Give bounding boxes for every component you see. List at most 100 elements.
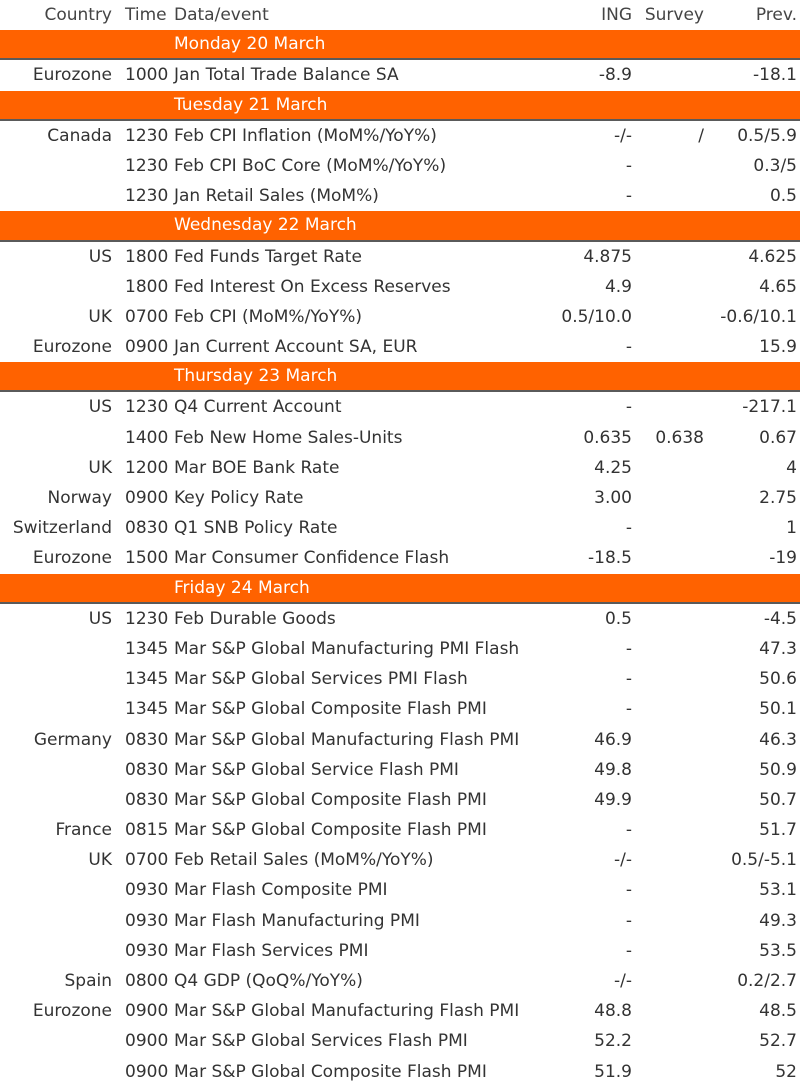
header-country: Country [44, 5, 112, 25]
event-cell: Feb CPI BoC Core (MoM%/YoY%) [174, 155, 447, 176]
ing-forecast-cell: 49.8 [594, 759, 632, 780]
previous-cell: 0.2/2.7 [737, 971, 797, 991]
time-cell: 1500 [125, 548, 169, 569]
previous-cell: 4.625 [748, 246, 797, 267]
table-row: 0930 Mar Flash Composite PMI - 53.1 [0, 875, 800, 905]
table-row: 0830 Mar S&P Global Service Flash PMI 49.8… [0, 755, 800, 785]
table-body: Monday 20 March Eurozone 1000 Jan Total Tra… [0, 30, 800, 1087]
header-survey: Survey [644, 5, 704, 25]
event-cell: Jan Retail Sales (MoM%) [174, 186, 379, 207]
day-label: Wednesday 22 March [174, 215, 357, 236]
previous-cell: 53.5 [759, 940, 797, 961]
time-cell: 0700 [125, 306, 169, 327]
previous-cell: 49.3 [759, 910, 797, 931]
event-cell: Fed Interest On Excess Reserves [174, 276, 451, 297]
day-label: Thursday 23 March [174, 366, 338, 387]
event-cell: Mar Consumer Confidence Flash [174, 548, 450, 569]
country-cell: US [88, 608, 112, 629]
time-cell: 0815 [125, 820, 169, 841]
ing-forecast-cell: - [625, 669, 632, 690]
event-cell: Mar S&P Global Service Flash PMI [174, 759, 459, 780]
time-cell: 0900 [125, 1031, 169, 1052]
previous-cell: 0.3/5 [753, 155, 797, 176]
previous-cell: 4 [786, 457, 797, 478]
event-cell: Mar Flash Services PMI [174, 940, 369, 961]
table-row: Eurozone 1000 Jan Total Trade Balance SA -8… [0, 60, 800, 90]
country-cell: Eurozone [32, 1001, 112, 1022]
ing-forecast-cell: 0.5 [604, 608, 632, 629]
table-row: US 1230 Q4 Current Account - -217.1 [0, 392, 800, 422]
event-cell: Mar Flash Composite PMI [174, 880, 388, 901]
event-cell: Mar S&P Global Manufacturing Flash PMI [174, 1001, 520, 1022]
previous-cell: 1 [786, 518, 797, 539]
event-cell: Mar S&P Global Composite Flash PMI [174, 1061, 487, 1082]
previous-cell: -18.1 [753, 65, 797, 86]
previous-cell: 50.1 [759, 699, 797, 720]
header-time: Time [125, 5, 167, 25]
previous-cell: 2.75 [759, 488, 797, 508]
time-cell: 0900 [125, 337, 169, 358]
previous-cell: 4.65 [759, 276, 797, 297]
previous-cell: 52.7 [759, 1031, 797, 1052]
event-cell: Key Policy Rate [174, 488, 304, 508]
event-cell: Mar Flash Manufacturing PMI [174, 910, 420, 931]
header-ing: ING [601, 5, 632, 25]
previous-cell: 0.5/-5.1 [731, 850, 797, 871]
table-row: Spain 0800 Q4 GDP (QoQ%/YoY%) -/- 0.2/2.7 [0, 966, 800, 996]
table-row: 1230 Feb CPI BoC Core (MoM%/YoY%) - 0.3/5 [0, 151, 800, 181]
time-cell: 0700 [125, 850, 169, 871]
time-cell: 1230 [125, 125, 169, 146]
event-cell: Q1 SNB Policy Rate [174, 518, 338, 539]
time-cell: 0900 [125, 488, 169, 508]
event-cell: Mar S&P Global Manufacturing Flash PMI [174, 729, 520, 750]
event-cell: Feb New Home Sales-Units [174, 427, 403, 448]
ing-forecast-cell: -18.5 [588, 548, 632, 569]
ing-forecast-cell: - [625, 638, 632, 659]
time-cell: 1345 [125, 638, 169, 659]
event-cell: Mar S&P Global Services Flash PMI [174, 1031, 468, 1052]
time-cell: 1230 [125, 608, 169, 629]
table-row: 1230 Jan Retail Sales (MoM%) - 0.5 [0, 181, 800, 211]
ing-forecast-cell: 3.00 [594, 488, 632, 508]
time-cell: 0800 [125, 971, 169, 991]
ing-forecast-cell: 4.25 [594, 457, 632, 478]
table-row: 1345 Mar S&P Global Composite Flash PMI - 5… [0, 694, 800, 724]
event-cell: Jan Total Trade Balance SA [174, 65, 399, 86]
ing-forecast-cell: - [625, 880, 632, 901]
previous-cell: 52 [775, 1061, 797, 1082]
event-cell: Mar S&P Global Composite Flash PMI [174, 789, 487, 810]
previous-cell: -217.1 [742, 397, 797, 418]
event-cell: Feb CPI (MoM%/YoY%) [174, 306, 362, 327]
table-row: Canada 1230 Feb CPI Inflation (MoM%/YoY%) -… [0, 121, 800, 151]
table-row: Eurozone 0900 Jan Current Account SA, EUR -… [0, 332, 800, 362]
previous-cell: 51.7 [759, 820, 797, 841]
header-prev: Prev. [755, 5, 797, 25]
time-cell: 0930 [125, 940, 169, 961]
country-cell: US [88, 397, 112, 418]
previous-cell: -4.5 [763, 608, 797, 629]
time-cell: 0830 [125, 729, 169, 750]
previous-cell: 46.3 [759, 729, 797, 750]
ing-forecast-cell: - [625, 940, 632, 961]
time-cell: 1230 [125, 186, 169, 207]
previous-cell: 50.7 [759, 789, 797, 810]
previous-cell: 50.6 [759, 669, 797, 690]
time-cell: 1800 [125, 246, 169, 267]
time-cell: 0830 [125, 789, 169, 810]
time-cell: 1400 [125, 427, 169, 448]
ing-forecast-cell: -/- [614, 971, 632, 991]
table-header: Country Time Data/event ING Survey Prev. [0, 0, 800, 30]
previous-cell: 53.1 [759, 880, 797, 901]
table-row: UK 1200 Mar BOE Bank Rate 4.25 4 [0, 453, 800, 483]
event-cell: Q4 Current Account [174, 397, 342, 418]
ing-forecast-cell: - [625, 397, 632, 418]
country-cell: UK [88, 457, 112, 478]
previous-cell: 47.3 [759, 638, 797, 659]
previous-cell: 50.9 [759, 759, 797, 780]
day-header: Tuesday 21 March [0, 90, 800, 121]
time-cell: 1000 [125, 65, 169, 86]
event-cell: Mar S&P Global Composite Flash PMI [174, 699, 487, 720]
time-cell: 0830 [125, 518, 169, 539]
ing-forecast-cell: - [625, 337, 632, 358]
table-row: 0900 Mar S&P Global Services Flash PMI 52.… [0, 1026, 800, 1056]
